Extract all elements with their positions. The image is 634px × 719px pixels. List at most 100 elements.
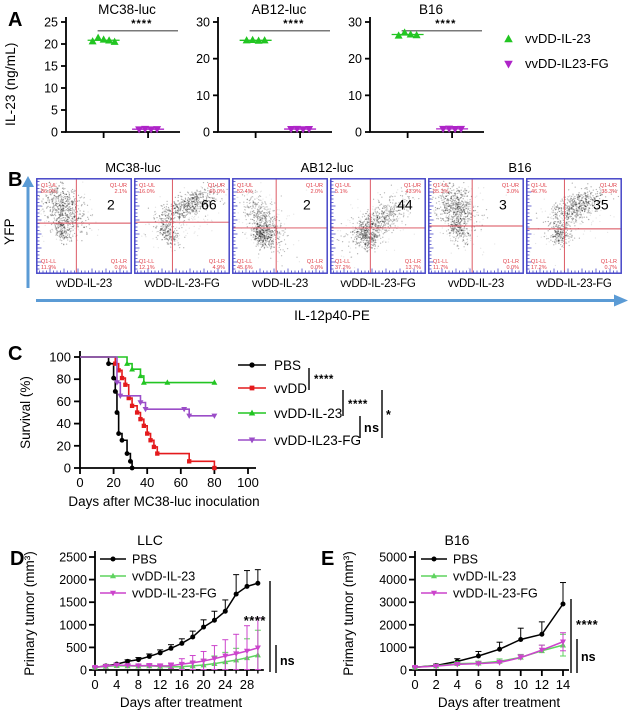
svg-text:10: 10 <box>44 82 58 96</box>
svg-text:0.0%: 0.0% <box>506 265 519 271</box>
svg-text:Q1-LR: Q1-LR <box>111 259 127 265</box>
legend-item: vvDD-IL23-FG <box>501 51 609 76</box>
svg-text:3.0%: 3.0% <box>506 189 519 195</box>
panel-c-label: C <box>8 343 23 365</box>
yfp-axis-arrow-icon <box>22 176 34 288</box>
svg-text:Q1-LL: Q1-LL <box>41 259 56 265</box>
flow-dot-cloud <box>529 182 620 267</box>
svg-text:66: 66 <box>201 197 217 213</box>
flow-quadrant-gate <box>37 179 131 273</box>
flow-dot-cloud <box>137 181 228 252</box>
svg-text:0.0%: 0.0% <box>310 265 323 271</box>
survival-series <box>80 356 218 471</box>
legend-label: vvDD-IL23-FG <box>525 56 609 71</box>
flow-axis-ticks <box>429 181 520 273</box>
triangle-up-icon <box>501 32 516 45</box>
svg-text:11.7%: 11.7% <box>433 265 448 271</box>
svg-text:20: 20 <box>44 38 58 52</box>
il12p40-axis-arrow-icon <box>36 294 628 307</box>
svg-text:Q1-LL: Q1-LL <box>139 259 154 265</box>
flow-axis-ticks <box>527 181 618 273</box>
flow-axis-ticks <box>233 181 324 273</box>
svg-text:0: 0 <box>203 126 210 140</box>
svg-text:Q1-UR: Q1-UR <box>306 183 323 189</box>
svg-text:0: 0 <box>51 126 58 140</box>
flow-treatment-label: vvDD-IL-23 <box>447 278 505 290</box>
panel-a-legend: vvDD-IL-23 vvDD-IL23-FG <box>501 26 609 76</box>
flow-group-title-ab12: AB12-luc <box>300 160 354 175</box>
svg-text:25: 25 <box>44 16 58 30</box>
flow-treatment-label: vvDD-IL-23-FG <box>144 278 220 290</box>
svg-text:Q1-LL: Q1-LL <box>433 259 448 265</box>
svg-text:0.0%: 0.0% <box>114 265 127 271</box>
flow-treatment-label: vvDD-IL-23-FG <box>536 278 612 290</box>
triangle-down-icon <box>501 57 516 70</box>
svg-text:10: 10 <box>348 89 362 103</box>
svg-text:Q1-UL: Q1-UL <box>335 183 351 189</box>
significance-brackets: ****ns <box>244 581 295 673</box>
tumor-growth-chart-llc: 0 4 8 12 16 20 24 2805001000150020002500LLCDays… <box>22 532 295 710</box>
svg-text:3: 3 <box>499 197 507 213</box>
panel-d-label: D <box>10 548 25 570</box>
scatter-plot: AB12-luc 0 10 20 30 **** <box>196 2 332 140</box>
svg-text:20: 20 <box>196 52 210 66</box>
svg-text:5: 5 <box>51 104 58 118</box>
flow-axis-ticks <box>135 181 226 273</box>
svg-text:30: 30 <box>348 16 362 30</box>
flow-group-title-mc38: MC38-luc <box>105 160 161 175</box>
svg-text:45.6%: 45.6% <box>237 265 253 271</box>
axes: 0 2 4 6 8 10 12 14010002000300040005000B16Days … <box>341 532 570 710</box>
flow-quadrant-gate <box>233 179 327 273</box>
panel-b-y-axis-label: YFP <box>2 218 17 246</box>
svg-text:2: 2 <box>303 197 311 213</box>
axes: 0 4 8 12 16 20 24 2805001000150020002500LLCDays… <box>22 532 264 710</box>
panel-b-label: B <box>8 169 23 191</box>
panel-e-label: E <box>321 548 335 570</box>
flow-quadrant-gate <box>135 179 229 273</box>
growth-series <box>411 582 567 671</box>
svg-text:Q1-UL: Q1-UL <box>41 183 57 189</box>
svg-text:10: 10 <box>196 89 210 103</box>
svg-text:30: 30 <box>196 16 210 30</box>
svg-text:Q1-LR: Q1-LR <box>307 259 323 265</box>
flow-treatment-label: vvDD-IL-23 <box>251 278 309 290</box>
scatter-chart-b16: B16 0 10 20 30 **** <box>348 2 484 140</box>
scatter-plot: B16 0 10 20 30 **** <box>348 2 484 140</box>
flow-treatment-label: vvDD-IL-23 <box>55 278 113 290</box>
svg-text:****: **** <box>131 18 152 30</box>
legend-item: vvDD-IL-23 <box>501 26 609 51</box>
svg-text:4.9%: 4.9% <box>212 265 225 271</box>
svg-text:16.0%: 16.0% <box>139 189 155 195</box>
svg-text:2.1%: 2.1% <box>114 189 127 195</box>
svg-text:44: 44 <box>397 197 413 213</box>
scatter-chart-mc38-luc: MC38-luc 0 5 10 15 20 25 **** <box>44 2 180 140</box>
svg-text:MC38-luc: MC38-luc <box>98 2 156 17</box>
flow-group-title-b16: B16 <box>508 160 532 175</box>
panel-a-y-axis-label: IL-23 (ng/mL) <box>3 42 18 126</box>
svg-text:Q1-LL: Q1-LL <box>237 259 252 265</box>
flow-quadrant-gate <box>527 179 621 273</box>
flow-plot-b16-vvdd-il23-fg: Q1-UL46.7%Q1-UR35.3%Q1-LL17.2%Q1-LR0.7%3… <box>526 178 622 274</box>
svg-text:Q1-UL: Q1-UL <box>433 183 449 189</box>
svg-text:15: 15 <box>44 60 58 74</box>
svg-text:B16: B16 <box>419 2 443 17</box>
svg-text:12.1%: 12.1% <box>139 265 155 271</box>
svg-text:2.0%: 2.0% <box>310 189 323 195</box>
svg-text:Q1-UR: Q1-UR <box>404 183 421 189</box>
svg-text:37.2%: 37.2% <box>335 265 351 271</box>
panel-b-x-axis-label: IL-12p40-PE <box>294 308 370 323</box>
svg-text:0: 0 <box>355 126 362 140</box>
scatter-chart-ab12-luc: AB12-luc 0 10 20 30 **** <box>196 2 332 140</box>
svg-text:20: 20 <box>348 52 362 66</box>
